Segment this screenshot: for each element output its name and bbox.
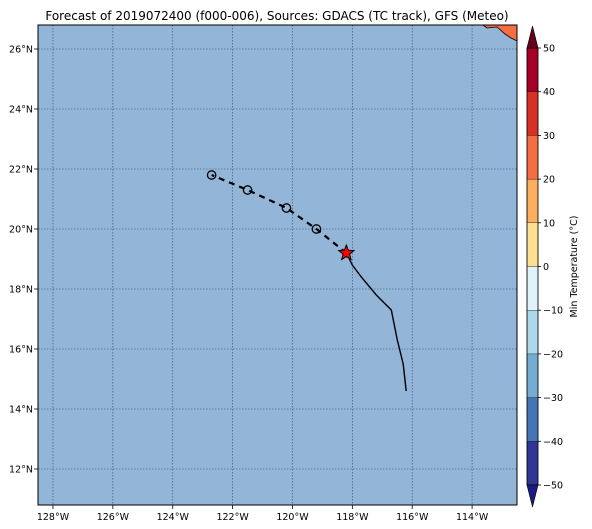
- colorbar-over-triangle: [526, 25, 539, 49]
- latitude-axis: 12°N 14°N 16°N 18°N 20°N 22°N 24°N 26°N: [9, 45, 38, 476]
- colorbar-segment: [526, 310, 539, 355]
- lon-tick-label: 128°W: [37, 512, 70, 523]
- colorbar-tick-label: −40: [543, 437, 563, 448]
- past-track-line: [345, 252, 407, 392]
- colorbar-tick-label: −10: [543, 306, 563, 317]
- forecast-points: [206, 170, 322, 234]
- lat-tick-label: 20°N: [9, 225, 33, 236]
- colorbar-tick-label: −30: [543, 393, 563, 404]
- colorbar-tick-label: 50: [543, 44, 555, 55]
- colorbar-segments: [526, 47, 539, 486]
- colorbar-tick-label: −20: [543, 349, 563, 360]
- colorbar-tick-label: 40: [543, 87, 555, 98]
- lat-tick-label: 16°N: [9, 345, 33, 356]
- colorbar-segment: [526, 222, 539, 267]
- colorbar-label: Min Temperature (°C): [569, 216, 580, 318]
- colorbar-segment: [526, 135, 539, 180]
- colorbar-ticks: −50 −40 −30 −20 −10 0 10 20 30 40 50: [538, 44, 563, 492]
- lon-tick-label: 122°W: [216, 512, 249, 523]
- lat-tick-label: 18°N: [9, 285, 33, 296]
- lat-tick-label: 26°N: [9, 45, 33, 56]
- lat-tick-label: 12°N: [9, 465, 33, 476]
- lon-tick-label: 116°W: [396, 512, 429, 523]
- colorbar-tick-label: 10: [543, 218, 555, 229]
- forecast-track-line: [211, 173, 348, 254]
- lon-tick-label: 126°W: [97, 512, 130, 523]
- map-title: Forecast of 2019072400 (f000-006), Sourc…: [45, 9, 508, 23]
- lon-tick-label: 118°W: [336, 512, 369, 523]
- map-area: [37, 24, 518, 506]
- current-position-star: [337, 243, 356, 261]
- graticule: [38, 25, 517, 505]
- lon-tick-label: 114°W: [456, 512, 489, 523]
- lat-tick-label: 24°N: [9, 105, 33, 116]
- colorbar-segment: [526, 91, 539, 136]
- colorbar-tick-label: 30: [543, 131, 555, 142]
- colorbar-tick-label: 20: [543, 175, 555, 186]
- colorbar-segment: [526, 266, 539, 311]
- lon-tick-label: 124°W: [157, 512, 190, 523]
- lat-tick-label: 22°N: [9, 165, 33, 176]
- colorbar-tick-label: 0: [543, 262, 549, 273]
- colorbar-segment: [526, 397, 539, 442]
- lat-tick-label: 14°N: [9, 405, 33, 416]
- ocean: [38, 25, 517, 505]
- forecast-point-marker: [281, 203, 292, 213]
- longitude-axis: 128°W 126°W 124°W 122°W 120°W 118°W 116°W 114°W: [37, 505, 489, 523]
- map-frame: [37, 24, 518, 506]
- forecast-point-marker: [311, 224, 322, 234]
- colorbar-segment: [526, 47, 539, 92]
- forecast-point-marker: [242, 185, 253, 195]
- forecast-point-marker: [206, 170, 217, 180]
- colorbar: −50 −40 −30 −20 −10 0 10 20 30 40 50 Min Temperatu…: [526, 25, 580, 508]
- colorbar-under-triangle: [526, 484, 539, 508]
- colorbar-segment: [526, 353, 539, 398]
- colorbar-segment: [526, 178, 539, 223]
- lon-tick-label: 120°W: [276, 512, 309, 523]
- colorbar-tick-label: −50: [543, 481, 563, 492]
- colorbar-segment: [526, 441, 539, 486]
